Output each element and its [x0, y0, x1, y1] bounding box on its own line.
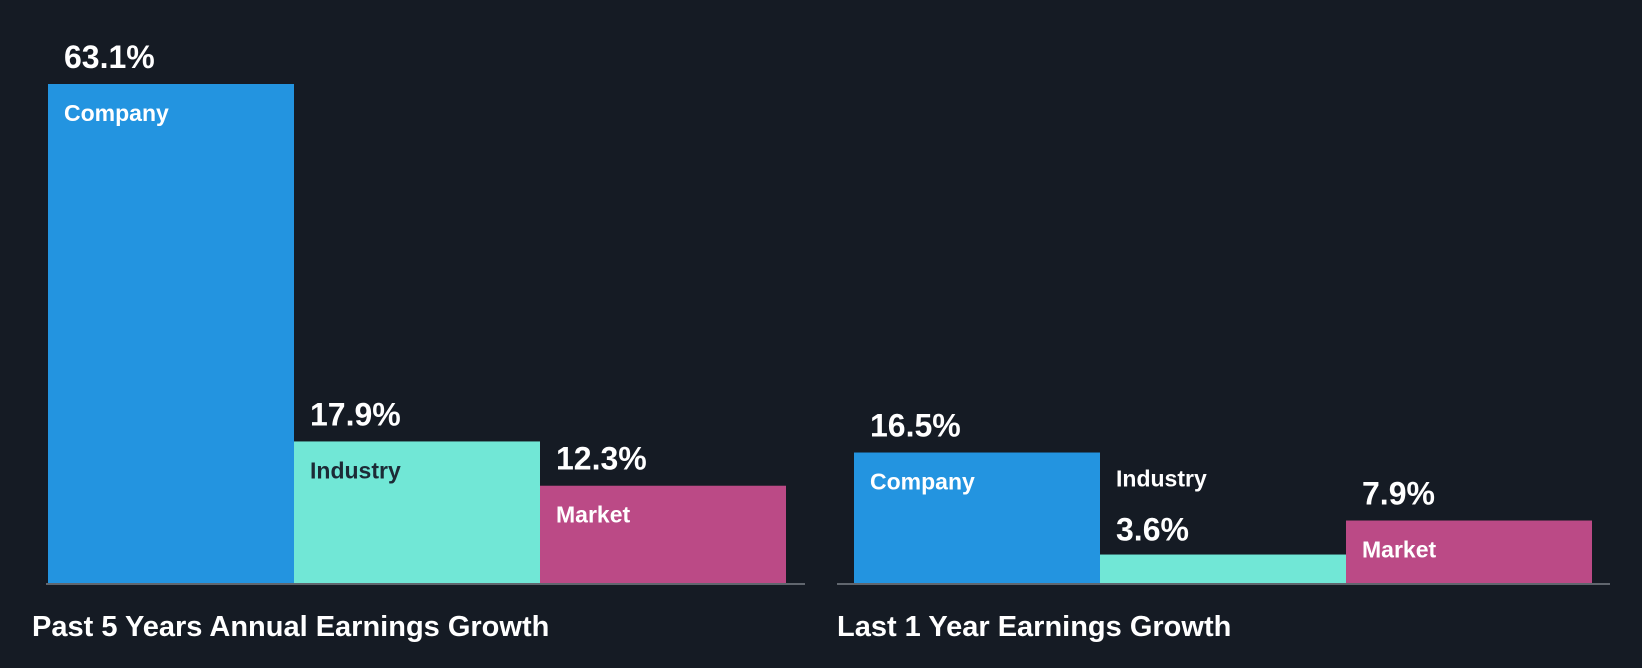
value-label-market-1y: 7.9%	[1362, 476, 1435, 512]
value-label-company-1y: 16.5%	[870, 408, 961, 444]
value-label-company-5y: 63.1%	[64, 39, 155, 75]
value-label-industry-5y: 17.9%	[310, 396, 401, 432]
bar-company-5y	[48, 84, 294, 583]
category-label-company-1y: Company	[870, 469, 975, 495]
bar-company-1y	[854, 452, 1100, 583]
panel-past-5-years: 63.1% 17.9% 12.3% Company Industry Marke…	[32, 39, 805, 643]
category-label-company-5y: Company	[64, 100, 169, 126]
value-label-industry-1y: 3.6%	[1116, 512, 1189, 548]
panel-last-1-year: 16.5% 3.6% 7.9% Company Industry Market …	[837, 408, 1610, 643]
value-label-market-5y: 12.3%	[556, 441, 647, 477]
chart-title-1y: Last 1 Year Earnings Growth	[837, 611, 1231, 643]
bar-industry-1y	[1100, 554, 1346, 583]
category-label-industry-5y: Industry	[310, 457, 401, 483]
bar-industry-5y	[294, 441, 540, 583]
bar-market-5y	[540, 485, 786, 583]
chart-title-5y: Past 5 Years Annual Earnings Growth	[32, 611, 549, 643]
category-label-market-1y: Market	[1362, 537, 1436, 563]
category-label-market-5y: Market	[556, 502, 630, 528]
category-label-industry-1y: Industry	[1116, 466, 1207, 492]
bar-market-1y	[1346, 520, 1592, 583]
